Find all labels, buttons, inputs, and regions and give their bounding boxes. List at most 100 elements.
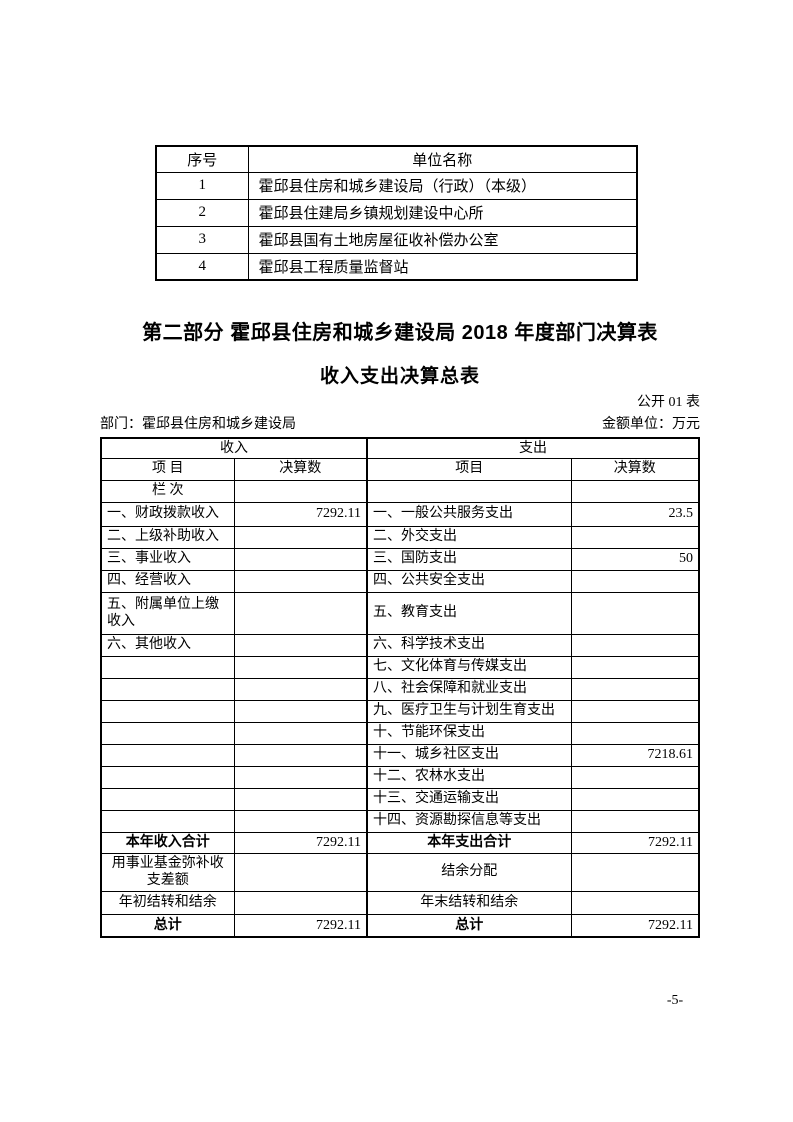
income-amount-cell (233, 699, 368, 723)
grand-total-value-left: 7292.11 (233, 913, 368, 938)
income-item-cell: 六、其他收入 (100, 633, 235, 657)
summary-row: 十四、资源勘探信息等支出 (100, 809, 700, 833)
year-income-total-label: 本年收入合计 (100, 831, 235, 854)
expense-item-cell: 十二、农林水支出 (366, 765, 572, 789)
year-total-row: 本年收入合计 7292.11 本年支出合计 7292.11 (100, 831, 700, 854)
income-amount-cell (233, 809, 368, 833)
unit-table-header-row: 序号 单位名称 (155, 145, 638, 173)
grand-total-label-left: 总计 (100, 913, 235, 938)
expense-item-cell: 五、教育支出 (366, 591, 572, 635)
unit-row: 2 霍邱县住建局乡镇规划建设中心所 (155, 198, 638, 227)
summary-row: 三、事业收入 三、国防支出 50 (100, 547, 700, 571)
grand-total-label-right: 总计 (366, 913, 572, 938)
unit-name-cell: 霍邱县住房和城乡建设局（行政）（本级） (247, 171, 638, 200)
expense-item-cell (366, 479, 572, 503)
income-amount-cell (233, 743, 368, 767)
fund-offset-label: 用事业基金弥补收支差额 (100, 852, 235, 892)
expense-amount-cell (570, 479, 700, 503)
expense-item-cell: 四、公共安全支出 (366, 569, 572, 593)
table-meta-row: 部门：霍邱县住房和城乡建设局 金额单位：万元 (100, 413, 700, 433)
income-item-cell (100, 721, 235, 745)
unit-no-cell: 4 (155, 252, 249, 281)
fund-offset-row: 用事业基金弥补收支差额 结余分配 (100, 852, 700, 892)
amount-unit-label: 金额单位：万元 (602, 417, 700, 432)
surplus-alloc-value (570, 852, 700, 892)
unit-no-cell: 2 (155, 198, 249, 227)
income-group-header: 收入 (100, 437, 368, 459)
expense-item-cell: 二、外交支出 (366, 525, 572, 549)
unit-row: 4 霍邱县工程质量监督站 (155, 252, 638, 281)
begin-carryover-value (233, 890, 368, 915)
unit-table-header-no: 序号 (155, 145, 249, 173)
expense-item-header: 项目 (366, 457, 572, 481)
year-expense-total-label: 本年支出合计 (366, 831, 572, 854)
summary-row: 七、文化体育与传媒支出 (100, 655, 700, 679)
income-item-header: 项 目 (100, 457, 235, 481)
expense-amount-cell (570, 677, 700, 701)
income-amount-header: 决算数 (233, 457, 368, 481)
expense-amount-cell (570, 525, 700, 549)
table-number: 公开 01 表 (637, 395, 700, 410)
expense-item-cell: 七、文化体育与传媒支出 (366, 655, 572, 679)
expense-amount-cell (570, 569, 700, 593)
summary-row: 五、附属单位上缴收入 五、教育支出 (100, 591, 700, 635)
income-item-cell: 二、上级补助收入 (100, 525, 235, 549)
unit-no-cell: 3 (155, 225, 249, 254)
carryover-row: 年初结转和结余 年末结转和结余 (100, 890, 700, 915)
begin-carryover-label: 年初结转和结余 (100, 890, 235, 915)
income-item-cell (100, 787, 235, 811)
expense-item-cell: 十一、城乡社区支出 (366, 743, 572, 767)
income-amount-cell (233, 525, 368, 549)
expense-amount-cell (570, 787, 700, 811)
income-item-cell: 三、事业收入 (100, 547, 235, 571)
income-item-cell: 五、附属单位上缴收入 (100, 591, 235, 635)
income-amount-cell (233, 591, 368, 635)
grand-total-row: 总计 7292.11 总计 7292.11 (100, 913, 700, 938)
income-amount-cell (233, 765, 368, 789)
expense-item-cell: 三、国防支出 (366, 547, 572, 571)
section-title: 第二部分 霍邱县住房和城乡建设局 2018 年度部门决算表 (142, 322, 658, 344)
unit-row: 1 霍邱县住房和城乡建设局（行政）（本级） (155, 171, 638, 200)
expense-amount-cell (570, 721, 700, 745)
income-amount-cell (233, 655, 368, 679)
unit-table-header-name: 单位名称 (247, 145, 638, 173)
unit-no-cell: 1 (155, 171, 249, 200)
income-item-cell (100, 765, 235, 789)
expense-item-cell: 九、医疗卫生与计划生育支出 (366, 699, 572, 723)
expense-amount-cell (570, 655, 700, 679)
summary-row: 十、节能环保支出 (100, 721, 700, 745)
end-carryover-label: 年末结转和结余 (366, 890, 572, 915)
income-amount-cell (233, 721, 368, 745)
summary-row: 十二、农林水支出 (100, 765, 700, 789)
column-header-row: 项 目 决算数 项目 决算数 (100, 457, 700, 481)
summary-row: 二、上级补助收入 二、外交支出 (100, 525, 700, 549)
summary-row: 四、经营收入 四、公共安全支出 (100, 569, 700, 593)
year-expense-total-value: 7292.11 (570, 831, 700, 854)
income-item-cell (100, 699, 235, 723)
unit-name-cell: 霍邱县住建局乡镇规划建设中心所 (247, 198, 638, 227)
summary-row: 九、医疗卫生与计划生育支出 (100, 699, 700, 723)
expense-item-cell: 六、科学技术支出 (366, 633, 572, 657)
income-item-cell (100, 655, 235, 679)
summary-row: 八、社会保障和就业支出 (100, 677, 700, 701)
department-label: 部门：霍邱县住房和城乡建设局 (100, 417, 296, 432)
income-item-cell (100, 743, 235, 767)
expense-amount-cell (570, 633, 700, 657)
expense-item-cell: 八、社会保障和就业支出 (366, 677, 572, 701)
expense-item-cell: 十四、资源勘探信息等支出 (366, 809, 572, 833)
expense-amount-header: 决算数 (570, 457, 700, 481)
unit-list-table: 序号 单位名称 1 霍邱县住房和城乡建设局（行政）（本级） 2 霍邱县住建局乡镇… (155, 145, 638, 281)
surplus-alloc-label: 结余分配 (366, 852, 572, 892)
income-amount-cell (233, 633, 368, 657)
expense-amount-cell (570, 699, 700, 723)
income-amount-cell (233, 479, 368, 503)
expense-item-cell: 一、一般公共服务支出 (366, 501, 572, 527)
income-amount-cell (233, 569, 368, 593)
unit-row: 3 霍邱县国有土地房屋征收补偿办公室 (155, 225, 638, 254)
income-amount-cell (233, 547, 368, 571)
income-amount-cell (233, 787, 368, 811)
income-item-cell: 一、财政拨款收入 (100, 501, 235, 527)
summary-row: 一、财政拨款收入 7292.11 一、一般公共服务支出 23.5 (100, 501, 700, 527)
income-item-cell (100, 809, 235, 833)
income-expense-summary-table: 收入 支出 项 目 决算数 项目 决算数 栏 次 一、财政拨款收入 7292.1… (100, 437, 700, 938)
